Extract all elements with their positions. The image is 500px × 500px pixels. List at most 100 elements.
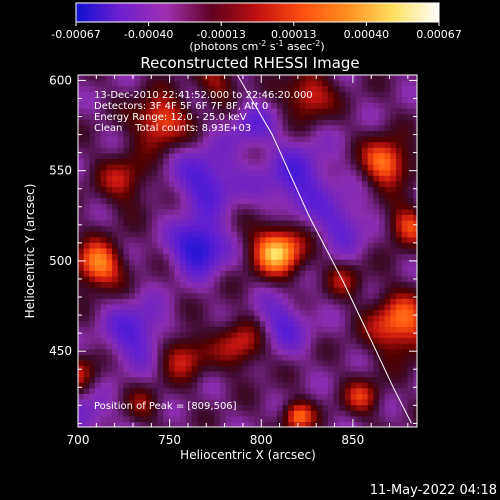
heatmap-cell bbox=[362, 231, 369, 238]
heatmap-cell bbox=[327, 231, 335, 238]
heatmap-cell bbox=[345, 259, 352, 266]
heatmap-cell bbox=[271, 253, 278, 260]
heatmap-cell bbox=[259, 192, 267, 199]
heatmap-cell bbox=[163, 376, 170, 383]
heatmap-cell bbox=[401, 247, 409, 255]
heatmap-cell bbox=[322, 164, 329, 171]
heatmap-cell bbox=[174, 192, 181, 199]
heatmap-cell bbox=[356, 141, 363, 148]
heatmap-cell bbox=[390, 75, 397, 81]
heatmap-cell bbox=[140, 331, 147, 339]
plot-frame bbox=[77, 74, 418, 428]
heatmap-cell bbox=[106, 186, 113, 193]
heatmap-cell bbox=[106, 264, 113, 271]
heatmap-cell bbox=[157, 421, 164, 427]
heatmap-cell bbox=[345, 399, 352, 406]
heatmap-cell bbox=[117, 393, 125, 400]
heatmap-cell bbox=[305, 393, 312, 400]
heatmap-cell bbox=[83, 309, 90, 316]
heatmap-cell bbox=[413, 359, 417, 366]
heatmap-cell bbox=[316, 197, 323, 204]
heatmap-cell bbox=[89, 169, 96, 176]
heatmap-cell bbox=[401, 253, 409, 260]
heatmap-cell bbox=[225, 382, 232, 389]
heatmap-cell bbox=[299, 242, 306, 249]
heatmap-cell bbox=[95, 365, 102, 372]
heatmap-cell bbox=[231, 371, 238, 378]
heatmap-cell bbox=[95, 331, 102, 339]
heatmap-cell bbox=[248, 303, 255, 311]
heatmap-cell bbox=[197, 376, 204, 383]
heatmap-cell bbox=[140, 315, 147, 322]
heatmap-cell bbox=[316, 376, 323, 383]
heatmap-cell bbox=[185, 264, 193, 271]
heatmap-cell bbox=[151, 169, 159, 176]
heatmap-cell bbox=[208, 387, 215, 394]
heatmap-cell bbox=[151, 393, 159, 400]
heatmap-cell bbox=[157, 80, 164, 87]
heatmap-cell bbox=[276, 242, 284, 249]
heatmap-cell bbox=[379, 320, 386, 327]
heatmap-cell bbox=[327, 180, 335, 187]
heatmap-cell bbox=[356, 119, 363, 126]
heatmap-cell bbox=[305, 130, 312, 137]
heatmap-cell bbox=[254, 214, 261, 221]
heatmap-cell bbox=[367, 382, 374, 389]
heatmap-cell bbox=[299, 421, 306, 427]
heatmap-cell bbox=[214, 348, 221, 355]
heatmap-cell bbox=[316, 326, 323, 333]
heatmap-cell bbox=[322, 91, 329, 98]
heatmap-cell bbox=[384, 343, 391, 350]
heatmap-cell bbox=[327, 404, 335, 411]
heatmap-cell bbox=[214, 331, 221, 339]
heatmap-cell bbox=[271, 303, 278, 311]
heatmap-cell bbox=[379, 108, 386, 115]
heatmap-cell bbox=[134, 169, 142, 176]
heatmap-cell bbox=[379, 225, 386, 232]
heatmap-cell bbox=[299, 96, 306, 103]
heatmap-cell bbox=[259, 264, 267, 271]
heatmap-cell bbox=[191, 102, 198, 109]
heatmap-cell bbox=[242, 393, 249, 400]
heatmap-cell bbox=[271, 119, 278, 126]
heatmap-cell bbox=[259, 208, 267, 215]
heatmap-cell bbox=[271, 292, 278, 299]
heatmap-cell bbox=[185, 371, 193, 378]
heatmap-cell bbox=[282, 242, 289, 249]
heatmap-cell bbox=[78, 253, 85, 260]
heatmap-cell bbox=[157, 399, 164, 406]
heatmap-cell bbox=[396, 242, 403, 249]
heatmap-cell bbox=[163, 365, 170, 372]
heatmap-cell bbox=[254, 152, 261, 159]
heatmap-cell bbox=[231, 315, 238, 322]
heatmap-cell bbox=[327, 275, 335, 283]
heatmap-cell bbox=[276, 337, 284, 344]
heatmap-cell bbox=[197, 242, 204, 249]
heatmap-cell bbox=[112, 169, 119, 176]
heatmap-cell bbox=[163, 410, 170, 417]
heatmap-cell bbox=[271, 354, 278, 361]
heatmap-cell bbox=[379, 192, 386, 199]
heatmap-cell bbox=[339, 421, 346, 427]
heatmap-cell bbox=[367, 298, 374, 305]
heatmap-cell bbox=[242, 376, 249, 383]
heatmap-cell bbox=[174, 91, 181, 98]
heatmap-cell bbox=[276, 141, 284, 148]
heatmap-cell bbox=[259, 298, 267, 305]
heatmap-cell bbox=[276, 404, 284, 411]
heatmap-cell bbox=[396, 203, 403, 210]
heatmap-cell bbox=[140, 337, 147, 344]
heatmap-cell bbox=[401, 220, 409, 227]
heatmap-cell bbox=[163, 337, 170, 344]
heatmap-cell bbox=[356, 337, 363, 344]
heatmap-cell bbox=[379, 85, 386, 92]
heatmap-cell bbox=[140, 203, 147, 210]
heatmap-cell bbox=[293, 102, 301, 109]
heatmap-cell bbox=[208, 152, 215, 159]
heatmap-cell bbox=[333, 236, 340, 243]
heatmap-cell bbox=[345, 331, 352, 339]
heatmap-cell bbox=[254, 371, 261, 378]
heatmap-cell bbox=[367, 415, 374, 422]
heatmap-cell bbox=[305, 108, 312, 115]
heatmap-cell bbox=[106, 404, 113, 411]
